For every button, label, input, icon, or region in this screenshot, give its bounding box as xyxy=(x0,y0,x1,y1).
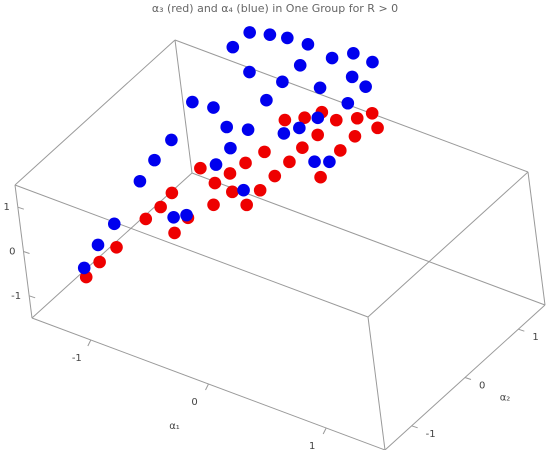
y-tick xyxy=(518,328,525,332)
point xyxy=(258,145,271,159)
point xyxy=(281,31,294,45)
point xyxy=(154,200,167,214)
point xyxy=(207,101,220,114)
z-tick-label: -1 xyxy=(11,291,21,302)
point xyxy=(207,198,220,212)
point xyxy=(167,210,180,224)
y-tick-label: -1 xyxy=(426,429,436,440)
point xyxy=(224,141,237,155)
point xyxy=(298,111,311,124)
point xyxy=(253,183,267,197)
point xyxy=(313,81,327,95)
y-tick xyxy=(411,425,418,429)
point xyxy=(311,128,324,142)
point xyxy=(345,70,359,84)
point xyxy=(359,80,372,93)
box-edge xyxy=(527,171,546,306)
point xyxy=(93,255,106,269)
box-edge xyxy=(191,172,546,306)
point xyxy=(226,40,240,54)
point xyxy=(209,158,223,171)
point xyxy=(223,167,237,180)
point xyxy=(220,120,234,134)
point xyxy=(371,121,384,135)
x-tick-label: 1 xyxy=(309,441,315,450)
point xyxy=(260,93,273,107)
point xyxy=(165,133,178,147)
z-tick-label: 1 xyxy=(3,202,9,213)
point xyxy=(133,174,147,188)
point xyxy=(293,121,306,135)
box-edge xyxy=(367,316,386,450)
point xyxy=(283,155,296,169)
point xyxy=(208,176,222,190)
x-tick xyxy=(87,339,92,347)
point xyxy=(240,198,253,212)
point xyxy=(365,106,379,120)
point xyxy=(186,95,199,109)
point xyxy=(334,144,347,157)
point xyxy=(277,127,291,140)
y-axis-label: α₂ xyxy=(500,393,511,404)
point xyxy=(296,141,309,155)
point xyxy=(139,212,153,226)
point xyxy=(341,96,355,110)
point xyxy=(77,261,91,275)
y-tick-label: 0 xyxy=(479,381,485,392)
x-axis-label: α₁ xyxy=(169,421,180,432)
point xyxy=(241,123,255,137)
point xyxy=(168,226,181,240)
point xyxy=(325,51,339,65)
z-tick xyxy=(23,251,30,254)
z-tick-label: 0 xyxy=(9,247,15,258)
y-tick-label: 1 xyxy=(532,332,538,343)
point xyxy=(226,185,239,199)
chart-title: α₃ (red) and α₄ (blue) in One Group for … xyxy=(152,2,398,15)
point xyxy=(194,161,207,175)
point xyxy=(237,183,250,197)
point xyxy=(165,186,179,200)
point xyxy=(91,238,105,252)
box-edge xyxy=(14,184,369,318)
point xyxy=(293,58,307,72)
point xyxy=(268,169,282,183)
point xyxy=(323,155,336,169)
point xyxy=(366,55,379,69)
point xyxy=(276,75,289,89)
point xyxy=(107,217,121,231)
y-tick xyxy=(464,377,472,380)
point xyxy=(301,38,315,51)
box-edge xyxy=(14,39,176,186)
x-tick xyxy=(322,427,327,435)
point xyxy=(180,208,193,222)
box-edge xyxy=(367,171,529,318)
x-tick xyxy=(205,383,209,391)
point xyxy=(311,111,325,125)
point xyxy=(110,240,123,254)
point xyxy=(348,129,362,143)
point xyxy=(278,113,292,127)
point xyxy=(314,170,327,184)
point xyxy=(308,155,321,168)
point xyxy=(148,153,161,167)
point xyxy=(329,113,343,127)
x-tick-label: 0 xyxy=(191,397,197,408)
point xyxy=(347,47,360,60)
x-tick-label: -1 xyxy=(72,353,82,364)
point xyxy=(350,111,364,125)
point xyxy=(243,65,256,79)
z-tick xyxy=(17,206,24,210)
box-edge xyxy=(174,39,193,174)
point xyxy=(263,28,277,41)
point xyxy=(239,156,252,170)
z-tick xyxy=(29,295,36,299)
point xyxy=(243,26,256,39)
